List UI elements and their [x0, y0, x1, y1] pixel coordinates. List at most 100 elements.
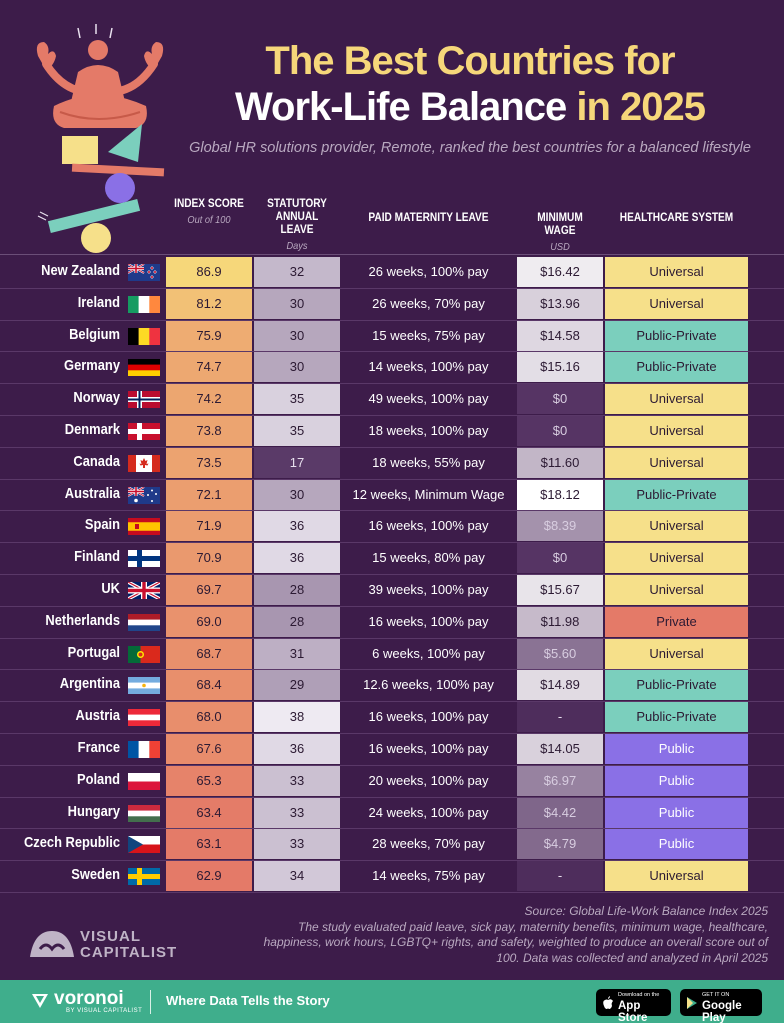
app-store-button[interactable]: Download on the App Store	[596, 989, 671, 1023]
uk-flag-icon	[128, 582, 160, 599]
index-score-cell: 68.0	[166, 702, 252, 733]
yellow-circle-icon	[81, 223, 111, 253]
row-divider	[0, 542, 784, 544]
minimum-wage-cell: $14.58	[517, 320, 603, 351]
sweden-flag-icon	[128, 868, 160, 886]
minimum-wage-cell: -	[517, 702, 603, 733]
annual-leave-cell: 28	[254, 606, 340, 637]
healthcare-system-cell: Universal	[605, 861, 748, 892]
germany-flag-icon	[128, 359, 160, 377]
maternity-leave-cell: 39 weeks, 100% pay	[342, 575, 515, 605]
chart-subtitle: Global HR solutions provider, Remote, ra…	[189, 140, 751, 156]
minimum-wage-cell: $4.42	[517, 797, 603, 828]
healthcare-system-cell: Universal	[605, 257, 748, 287]
country-label: Czech Republic	[23, 834, 120, 852]
purple-circle-icon	[105, 173, 135, 203]
minimum-wage-cell: $0	[517, 543, 603, 574]
table-row: Austria 68.0 38 16 weeks, 100% pay - Public-P…	[0, 701, 784, 734]
maternity-leave-cell: 12 weeks, Minimum Wage	[342, 479, 515, 510]
country-label: Sweden	[71, 866, 120, 884]
row-divider	[0, 287, 784, 289]
footer-tagline: Where Data Tells the Story	[166, 993, 330, 1008]
poland-flag-icon	[128, 772, 160, 790]
google-play-small-text: GET IT ON	[702, 992, 730, 998]
google-play-icon	[687, 997, 697, 1009]
maternity-leave-cell: 15 weeks, 75% pay	[342, 320, 515, 351]
row-divider	[0, 701, 784, 703]
teal-triangle-icon	[108, 124, 142, 162]
country-label: Ireland	[77, 293, 120, 311]
index-score-cell: 62.9	[166, 861, 252, 892]
app-store-small-text: Download on the	[618, 992, 660, 998]
source-note: Source: Global Life-Work Balance Index 2…	[248, 904, 768, 966]
table-row: Portugal 68.7 31 6 weeks, 100% pay $5.60 Univ…	[0, 638, 784, 671]
healthcare-system-cell: Public-Private	[605, 702, 748, 733]
voronoi-wordmark[interactable]: voronoi	[54, 988, 124, 1009]
country-label: Australia	[64, 484, 120, 502]
annual-leave-cell: 33	[254, 829, 340, 860]
maternity-leave-cell: 14 weeks, 100% pay	[342, 352, 515, 383]
index-score-cell: 74.7	[166, 352, 252, 383]
healthcare-system-cell: Public	[605, 734, 748, 764]
table-row: Hungary 63.4 33 24 weeks, 100% pay $4.42 Publ…	[0, 797, 784, 830]
index-score-cell: 67.6	[166, 734, 252, 764]
header-wage-sub: USD	[550, 241, 570, 253]
coral-bar-icon	[71, 163, 165, 177]
annual-leave-cell: 17	[254, 447, 340, 478]
row-divider	[0, 891, 784, 893]
australia-flag-icon	[128, 486, 160, 504]
maternity-leave-cell: 26 weeks, 70% pay	[342, 288, 515, 319]
country-label: Hungary	[67, 802, 120, 820]
annual-leave-cell: 36	[254, 511, 340, 542]
table-row: Ireland 81.2 30 26 weeks, 70% pay $13.96 Univ…	[0, 288, 784, 321]
index-score-cell: 69.7	[166, 575, 252, 605]
france-flag-icon	[128, 741, 160, 758]
healthcare-system-cell: Public	[605, 765, 748, 796]
row-divider	[0, 414, 784, 416]
minimum-wage-cell: $4.79	[517, 829, 603, 860]
table-row: UK 69.7 28 39 weeks, 100% pay $15.67 Universa…	[0, 574, 784, 607]
table-header: INDEX SCORE Out of 100 STATUTORY ANNUAL …	[0, 196, 784, 254]
country-label: Denmark	[64, 421, 120, 438]
healthcare-system-cell: Public-Private	[605, 320, 748, 351]
index-score-cell: 63.4	[166, 797, 252, 828]
source-text: Source: Global Life-Work Balance Index 2…	[524, 904, 768, 918]
row-divider	[0, 860, 784, 862]
google-play-button[interactable]: GET IT ON Google Play	[680, 989, 762, 1023]
argentina-flag-icon	[128, 677, 160, 695]
row-divider	[0, 319, 784, 321]
index-score-cell: 68.7	[166, 638, 252, 669]
minimum-wage-cell: $13.96	[517, 288, 603, 319]
header-divider	[0, 254, 784, 255]
visual-capitalist-logo: VISUAL CAPITALIST	[28, 925, 188, 965]
row-divider	[0, 351, 784, 353]
annual-leave-cell: 30	[254, 288, 340, 319]
healthcare-system-cell: Public-Private	[605, 352, 748, 383]
minimum-wage-cell: $11.60	[517, 447, 603, 478]
table-row: Argentina 68.4 29 12.6 weeks, 100% pay $14.8…	[0, 669, 784, 703]
vc-wordmark: VISUAL CAPITALIST	[80, 929, 177, 961]
annual-leave-cell: 36	[254, 734, 340, 764]
footer-divider	[150, 990, 151, 1014]
country-label: Portugal	[67, 643, 120, 661]
belgium-flag-icon	[128, 327, 160, 345]
maternity-leave-cell: 14 weeks, 75% pay	[342, 861, 515, 892]
index-score-cell: 73.8	[166, 416, 252, 446]
healthcare-system-cell: Public	[605, 829, 748, 860]
healthcare-system-cell: Universal	[605, 288, 748, 319]
head-icon	[88, 40, 108, 60]
table-row: New Zealand 86.9 32 26 weeks, 100% pay $16.4…	[0, 256, 784, 289]
table-row: Canada 73.5 17 18 weeks, 55% pay $11.60 Unive…	[0, 447, 784, 480]
maternity-leave-cell: 16 weeks, 100% pay	[342, 734, 515, 764]
denmark-flag-icon	[128, 423, 160, 440]
methodology-text: The study evaluated paid leave, sick pay…	[263, 919, 768, 965]
vc-line-2: CAPITALIST	[80, 944, 178, 961]
country-label: Poland	[76, 770, 120, 788]
index-score-cell: 72.1	[166, 479, 252, 510]
title-line-1: The Best Countries for	[265, 39, 675, 83]
country-label: New Zealand	[41, 262, 120, 279]
minimum-wage-cell: -	[517, 861, 603, 892]
annual-leave-cell: 36	[254, 543, 340, 574]
voronoi-logo-icon	[32, 994, 48, 1008]
annual-leave-cell: 32	[254, 257, 340, 287]
